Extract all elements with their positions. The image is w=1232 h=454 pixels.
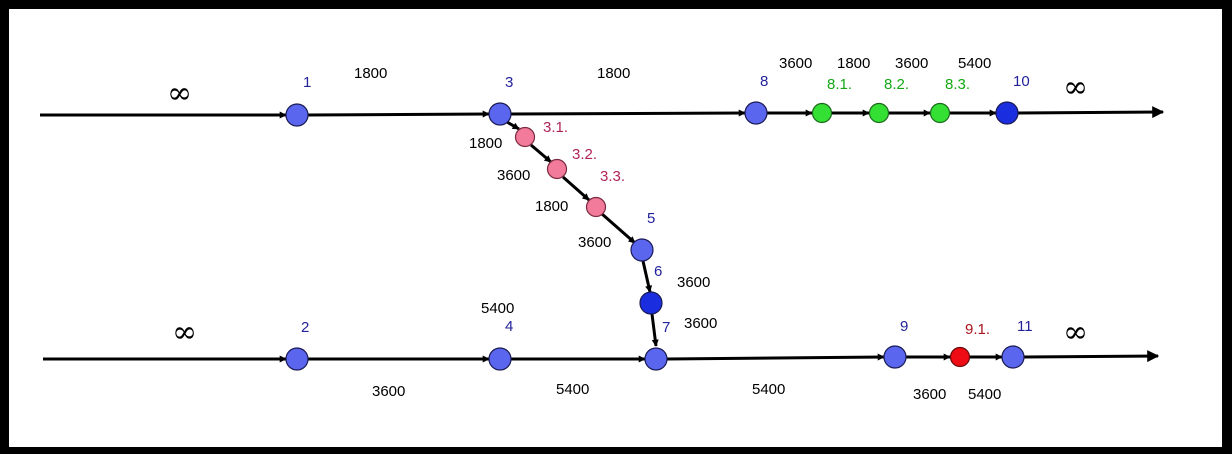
node-7 — [644, 347, 668, 371]
infinity-top-right: ∞ — [1063, 70, 1088, 105]
weight-bot-4-7: 5400 — [556, 381, 589, 398]
node-8 — [744, 101, 768, 125]
weight-top-1-3: 1800 — [354, 65, 387, 82]
node-3-2 — [546, 158, 568, 180]
node-label-9: 9 — [900, 318, 908, 335]
node-label-5: 5 — [647, 210, 655, 227]
edge-32-33 — [562, 175, 590, 202]
edge-3-31 — [506, 120, 520, 131]
node-label-3-2: 3.2. — [572, 146, 597, 163]
node-4 — [488, 347, 512, 371]
edge-3-8 — [510, 109, 746, 117]
node-9 — [883, 345, 907, 369]
node-label-8-1: 8.1. — [827, 76, 852, 93]
infinity-top-left: ∞ — [167, 76, 192, 111]
node-3-3 — [585, 196, 607, 218]
weight-top-82-83: 3600 — [895, 55, 928, 72]
weight-top-83-10: 5400 — [958, 55, 991, 72]
edge-6-7 — [650, 313, 659, 347]
weight-diag-3-31: 1800 — [469, 135, 502, 152]
node-label-11: 11 — [1017, 318, 1033, 335]
weight-top-81-82: 1800 — [837, 55, 870, 72]
weight-diag-32-33: 1800 — [535, 198, 568, 215]
node-8-2 — [868, 102, 890, 124]
node-6 — [639, 291, 663, 315]
node-3 — [488, 102, 512, 126]
weight-top-3-8: 1800 — [597, 65, 630, 82]
weight-bot-9-91: 3600 — [913, 386, 946, 403]
node-label-9-1: 9.1. — [965, 321, 990, 338]
node-label-6: 6 — [654, 263, 662, 280]
node-label-8-2: 8.2. — [884, 76, 909, 93]
weight-diag-5-6: 3600 — [677, 274, 710, 291]
node-10 — [995, 101, 1019, 125]
edge-31-32 — [530, 143, 552, 164]
weight-diag-31-32: 3600 — [497, 167, 530, 184]
node-2 — [285, 347, 309, 371]
weight-bot-2-4: 3600 — [372, 383, 405, 400]
weight-diag-33-5: 3600 — [578, 234, 611, 251]
weight-top-8-81: 3600 — [779, 55, 812, 72]
node-8-1 — [811, 102, 833, 124]
node-label-3: 3 — [505, 74, 513, 91]
node-9-1 — [949, 346, 971, 368]
edge-11-out — [1023, 350, 1160, 363]
edge-10-out — [1017, 106, 1165, 119]
weight-bot-7-9: 5400 — [752, 381, 785, 398]
node-label-1: 1 — [303, 74, 311, 91]
node-1 — [285, 103, 309, 127]
edge-1-3 — [307, 110, 490, 118]
edge-5-6 — [641, 260, 653, 293]
node-label-10: 10 — [1013, 73, 1030, 90]
node-label-2: 2 — [301, 319, 309, 336]
node-label-3-1: 3.1. — [543, 119, 568, 136]
node-label-3-3: 3.3. — [600, 168, 625, 185]
node-label-4: 4 — [505, 318, 513, 335]
node-8-3 — [929, 102, 951, 124]
node-3-1 — [514, 126, 536, 148]
weight-bot-4-above: 5400 — [481, 300, 514, 317]
node-5 — [630, 238, 654, 262]
weight-diag-6-7: 3600 — [684, 315, 717, 332]
infinity-bottom-left: ∞ — [172, 315, 197, 350]
weight-bot-91-11: 5400 — [968, 386, 1001, 403]
edge-33-5 — [601, 212, 636, 245]
edge-7-9 — [666, 353, 885, 361]
node-11 — [1001, 345, 1025, 369]
node-label-8-3: 8.3. — [945, 76, 970, 93]
node-label-7: 7 — [662, 319, 670, 336]
infinity-bottom-right: ∞ — [1063, 315, 1088, 350]
node-label-8: 8 — [760, 73, 768, 90]
